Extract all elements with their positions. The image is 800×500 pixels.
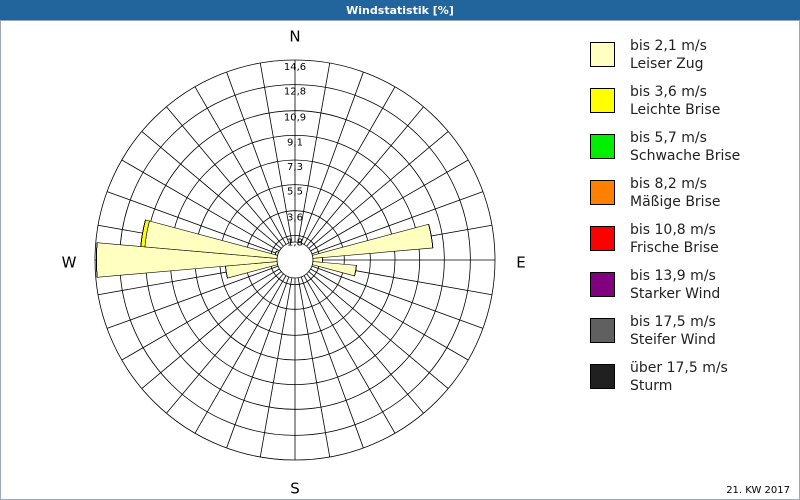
spoke (259, 62, 293, 243)
legend-label: bis 17,5 m/s (630, 314, 716, 330)
legend-label: bis 3,6 m/s (630, 84, 707, 100)
legend-swatch (590, 134, 615, 159)
radial-tick-label: 10,9 (284, 113, 306, 124)
legend-description: Starker Wind (630, 286, 720, 302)
spoke (226, 71, 290, 244)
legend-label: bis 5,7 m/s (630, 130, 707, 146)
radial-tick-label: 9,1 (287, 137, 303, 148)
spoke (311, 265, 484, 329)
legend-swatch (590, 318, 615, 343)
radial-tick-label: 1,8 (287, 237, 303, 248)
legend-swatch (590, 364, 615, 389)
spoke (121, 159, 280, 252)
spoke (106, 265, 279, 329)
direction-label: W (62, 254, 77, 272)
spoke (300, 276, 364, 449)
spoke (311, 191, 484, 255)
center-hole (276, 241, 314, 279)
spoke (306, 106, 424, 247)
spoke (194, 275, 287, 434)
spoke (310, 268, 469, 361)
legend-swatch (590, 272, 615, 297)
legend-label: bis 2,1 m/s (630, 38, 707, 54)
spoke (303, 275, 396, 434)
legend-description: Leiser Zug (630, 56, 704, 72)
spoke (308, 131, 449, 249)
wind-wedge (274, 251, 277, 255)
radial-tick-label: 3,6 (287, 213, 303, 224)
legend-swatch (590, 180, 615, 205)
direction-label: N (289, 28, 300, 46)
radial-tick-label: 14,6 (284, 62, 306, 73)
radial-tick-label: 7,3 (287, 162, 303, 173)
grid-ring (94, 59, 496, 461)
wind-wedge (225, 266, 228, 279)
spoke (310, 159, 469, 252)
legend-label: bis 8,2 m/s (630, 176, 707, 192)
legend-swatch (590, 226, 615, 251)
legend-description: Frische Brise (630, 240, 719, 256)
legend-label: bis 10,8 m/s (630, 222, 716, 238)
title-bar (0, 0, 800, 20)
spoke (259, 277, 293, 458)
spoke (308, 271, 449, 389)
spoke (166, 273, 284, 414)
spoke (303, 86, 396, 245)
legend-swatch (590, 88, 615, 113)
chart-title: Windstatistik [%] (346, 4, 454, 17)
spoke (300, 71, 364, 244)
wind-wedge (428, 224, 434, 248)
legend-label: bis 13,9 m/s (630, 268, 716, 284)
legend-description: Leichte Brise (630, 102, 720, 118)
direction-label: S (290, 480, 300, 498)
spoke (226, 276, 290, 449)
direction-label: E (516, 254, 525, 272)
spoke (141, 271, 282, 389)
footer: 21. KW 2017 (726, 485, 790, 496)
spoke (106, 191, 279, 255)
spoke (297, 277, 331, 458)
radial-tick-label: 12,8 (284, 87, 306, 98)
spoke (194, 86, 287, 245)
legend-label: über 17,5 m/s (630, 360, 728, 376)
spoke (141, 131, 282, 249)
spoke (297, 62, 331, 243)
spoke (121, 268, 280, 361)
legend-description: Steifer Wind (630, 332, 716, 348)
spoke (166, 106, 284, 247)
radial-tick-label: 5,5 (287, 187, 303, 198)
legend-description: Schwache Brise (630, 148, 740, 164)
legend-description: Sturm (630, 378, 672, 394)
legend-description: Mäßige Brise (630, 194, 720, 210)
legend-swatch (590, 42, 615, 67)
spoke (306, 273, 424, 414)
